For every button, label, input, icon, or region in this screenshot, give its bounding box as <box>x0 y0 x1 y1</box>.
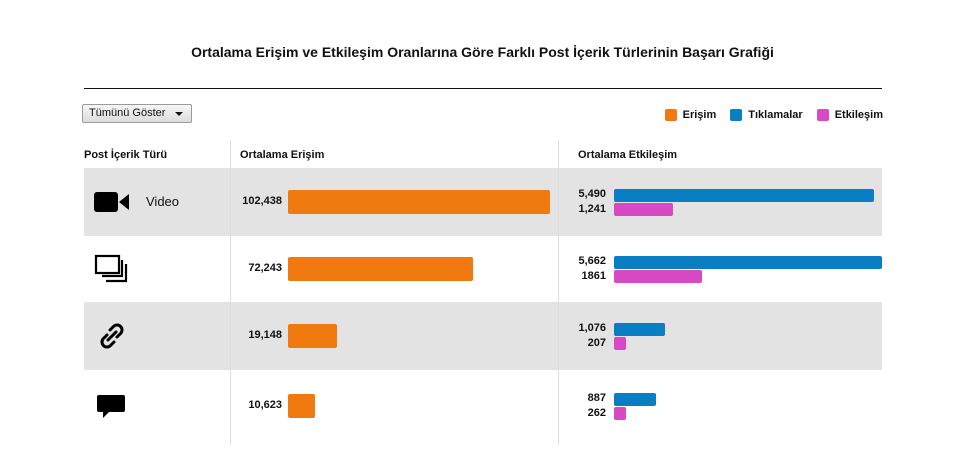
clicks-value-label: 5,490 <box>578 188 606 200</box>
engagement-value-label: 1,241 <box>578 203 606 215</box>
column-divider-2 <box>558 140 559 445</box>
reach-value-label: 10,623 <box>248 399 282 411</box>
clicks-bar <box>614 393 656 406</box>
show-all-dropdown[interactable]: Tümünü Göster <box>82 104 192 123</box>
link-icon <box>92 320 132 352</box>
caret-down-icon <box>175 112 183 116</box>
clicks-bar <box>614 323 665 336</box>
clicks-value-label: 1,076 <box>578 322 606 334</box>
engagement-value-label: 262 <box>587 407 606 419</box>
legend-item-clicks[interactable]: Tıklamalar <box>730 109 803 121</box>
clicks-value-label: 5,662 <box>578 255 606 267</box>
engagement-bar <box>614 407 627 420</box>
legend-label-reach: Erişim <box>682 109 717 121</box>
reach-bar <box>288 394 316 418</box>
reach-bar <box>288 324 337 348</box>
column-header-engagement: Ortalama Etkileşim <box>578 149 678 161</box>
engagement-value-label: 1861 <box>581 270 606 282</box>
clicks-bar <box>614 256 882 269</box>
legend-item-engagement[interactable]: Etkileşim <box>816 109 883 121</box>
row-background <box>84 302 882 370</box>
engagement-bar <box>614 337 626 350</box>
legend-label-clicks: Tıklamalar <box>748 109 803 121</box>
title-divider <box>84 88 882 89</box>
reach-value-label: 102,438 <box>242 195 282 207</box>
legend-swatch-engagement <box>816 109 829 121</box>
clicks-value-label: 887 <box>587 392 606 404</box>
gallery-icon <box>92 253 132 285</box>
show-all-dropdown-label: Tümünü Göster <box>89 107 166 119</box>
legend-item-reach[interactable]: Erişim <box>664 109 717 121</box>
engagement-bar <box>614 203 673 216</box>
video-camera-icon <box>92 186 132 218</box>
reach-bar <box>288 190 550 214</box>
reach-bar <box>288 257 473 281</box>
row-label: Video <box>146 194 180 209</box>
column-header-reach: Ortalama Erişim <box>240 149 325 161</box>
legend: Erişim Tıklamalar Etkileşim <box>664 109 883 121</box>
engagement-value-label: 207 <box>587 337 606 349</box>
reach-value-label: 72,243 <box>248 262 282 274</box>
legend-swatch-reach <box>664 109 677 121</box>
column-header-type: Post İçerik Türü <box>84 149 168 161</box>
chart-title: Ortalama Erişim ve Etkileşim Oranlarına … <box>191 44 774 60</box>
legend-swatch-clicks <box>730 109 743 121</box>
clicks-bar <box>614 189 874 202</box>
speech-bubble-icon <box>92 390 132 422</box>
column-divider-1 <box>230 140 231 445</box>
legend-label-engagement: Etkileşim <box>834 109 883 121</box>
engagement-bar <box>614 270 703 283</box>
reach-value-label: 19,148 <box>248 329 282 341</box>
